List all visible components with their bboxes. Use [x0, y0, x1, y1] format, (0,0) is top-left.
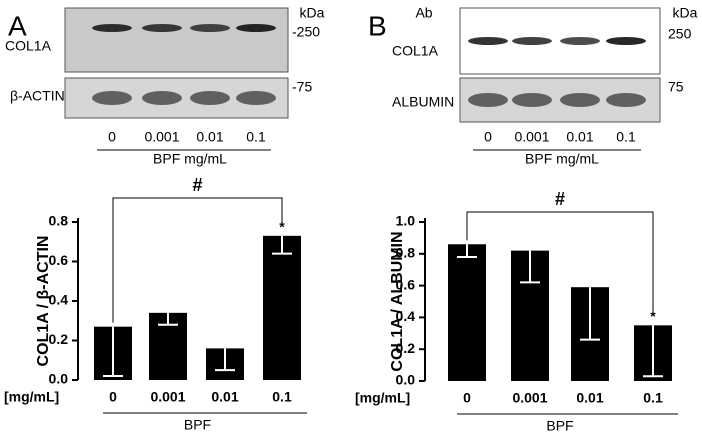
x-tick-label: 0.1 [272, 389, 292, 405]
bar [448, 244, 486, 381]
significance-bracket [112, 197, 283, 323]
band [190, 24, 230, 32]
kda-label: kDa [673, 5, 698, 21]
panel-letter: B [368, 10, 387, 41]
lane-label: 0.01 [196, 129, 223, 145]
band [606, 37, 646, 45]
bracket-label: # [192, 175, 202, 195]
treatment-label: BPF mg/mL [525, 151, 599, 167]
kda-marker: 250 [668, 26, 692, 42]
band [606, 93, 646, 107]
y-tick-label: 0.4 [49, 292, 69, 308]
bracket-label: # [555, 189, 565, 209]
x-tick-label: 0.1 [643, 390, 663, 406]
y-tick-label: 1.0 [396, 213, 416, 229]
lane-label: 0 [108, 129, 116, 145]
ab-label: Ab [415, 5, 432, 21]
band [468, 37, 508, 45]
band-name: β-ACTIN [10, 88, 65, 104]
x-tick-label: 0 [463, 390, 471, 406]
y-tick-label: 0.0 [396, 372, 416, 388]
y-axis-label: COL1A / β-ACTIN [35, 236, 52, 367]
y-tick-label: 0.8 [49, 213, 69, 229]
star-label: * [650, 308, 656, 324]
x-axis-label: BPF [546, 418, 573, 434]
star-label: * [279, 219, 285, 235]
y-tick-label: 0.6 [49, 252, 69, 268]
lane-label: 0.1 [616, 129, 636, 145]
lane-label: 0.01 [566, 129, 593, 145]
panel-letter: A [8, 10, 27, 41]
significance-bracket [466, 211, 654, 312]
x-tick-label: 0.01 [211, 389, 238, 405]
kda-marker: -250 [292, 24, 320, 40]
x-tick-label: 0.001 [150, 389, 185, 405]
band [468, 93, 508, 107]
bar [263, 235, 301, 380]
band-name: COL1A [392, 43, 439, 59]
x-tick-label: 0.01 [576, 390, 603, 406]
unit-label: [mg/mL] [355, 390, 410, 406]
y-tick-label: 0.0 [49, 371, 69, 387]
band [92, 91, 132, 105]
band [190, 91, 230, 105]
band [92, 24, 132, 32]
band [512, 37, 552, 45]
y-axis-label: COL1A / ALBUMIN [389, 231, 406, 371]
kda-label: kDa [300, 5, 325, 21]
band-name: ALBUMIN [392, 94, 454, 110]
x-tick-label: 0.001 [512, 390, 547, 406]
kda-marker: -75 [292, 79, 312, 95]
y-tick-label: 0.8 [396, 245, 416, 261]
y-tick-label: 0.2 [49, 331, 69, 347]
y-tick-label: 0.2 [396, 340, 416, 356]
lane-label: 0.001 [514, 129, 549, 145]
band-name: COL1A [5, 38, 52, 54]
kda-marker: 75 [668, 79, 684, 95]
blot-strip [64, 7, 289, 73]
lane-label: 0 [484, 129, 492, 145]
band [142, 91, 182, 105]
unit-label: [mg/mL] [4, 389, 59, 405]
y-tick-label: 0.4 [396, 308, 416, 324]
treatment-label: BPF mg/mL [153, 151, 227, 167]
x-axis-label: BPF [184, 417, 211, 433]
band [560, 93, 600, 107]
band [236, 91, 276, 105]
band [142, 24, 182, 32]
y-tick-label: 0.6 [396, 276, 416, 292]
band [560, 37, 600, 45]
band [236, 24, 276, 32]
lane-label: 0.001 [144, 129, 179, 145]
x-tick-label: 0 [109, 389, 117, 405]
lane-label: 0.1 [246, 129, 266, 145]
band [512, 93, 552, 107]
